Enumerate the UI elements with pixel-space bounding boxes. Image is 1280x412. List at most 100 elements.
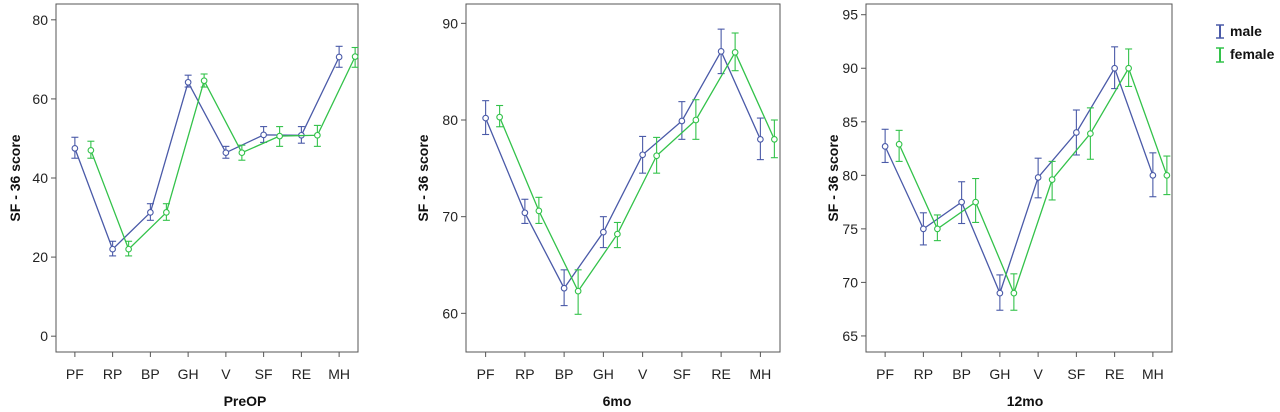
x-tick-label: RP <box>914 366 933 382</box>
series-female <box>496 32 778 315</box>
y-tick-label: 80 <box>442 112 458 128</box>
data-point-female <box>238 149 246 157</box>
x-tick-label: SF <box>1067 366 1085 382</box>
x-tick-label: V <box>1033 366 1043 382</box>
x-tick-label: MH <box>1142 366 1164 382</box>
y-tick-label: 70 <box>442 209 458 225</box>
series-female <box>895 48 1171 311</box>
y-tick-label: 75 <box>842 221 858 237</box>
y-tick-label: 95 <box>842 7 858 23</box>
chart-panel-12mo: 65 70 75 80 85 90 95 PF RP BP GH V SF RE MH 12mo SF - 36… <box>825 3 1173 409</box>
series-male <box>71 45 343 257</box>
data-point-male <box>958 198 965 206</box>
data-point-male <box>1073 129 1080 136</box>
y-axis-title: SF - 36 score <box>7 134 23 221</box>
data-point-female <box>895 140 903 148</box>
data-point-female <box>731 48 739 56</box>
y-tick-label: 80 <box>32 12 48 28</box>
data-point-female <box>535 207 543 215</box>
data-point-female <box>934 225 941 233</box>
data-point-male <box>482 114 489 122</box>
data-point-male <box>1149 171 1157 179</box>
y-tick-label: 70 <box>842 274 858 290</box>
data-point-male <box>260 131 267 139</box>
data-point-male <box>222 149 230 157</box>
data-point-male <box>717 48 725 55</box>
x-axis-title: 12mo <box>1007 393 1044 409</box>
data-point-female <box>314 131 321 139</box>
y-tick-label: 65 <box>842 328 858 344</box>
data-point-female <box>1048 176 1056 183</box>
data-point-male <box>184 78 192 86</box>
y-axis-title: SF - 36 score <box>825 134 841 221</box>
x-tick-label: RE <box>1105 366 1124 382</box>
series-line-female <box>499 50 775 293</box>
data-point-female <box>1125 64 1132 72</box>
series-female <box>87 46 359 257</box>
data-point-male <box>335 53 343 61</box>
data-point-female <box>125 245 132 253</box>
data-point-male <box>147 209 154 216</box>
y-tick-label: 60 <box>442 305 458 321</box>
x-tick-label: MH <box>328 366 350 382</box>
data-point-female <box>351 53 359 60</box>
chart-panel-6mo: 60 70 80 90 PF RP BP GH V SF RE MH 6mo SF - 36 score <box>415 3 781 409</box>
x-tick-label: GH <box>989 366 1010 382</box>
data-point-female <box>200 77 208 85</box>
y-tick-label: 90 <box>842 60 858 76</box>
x-tick-label: PF <box>876 366 894 382</box>
data-point-female <box>496 113 503 121</box>
y-tick-label: 40 <box>32 170 48 186</box>
legend-label-male: male <box>1230 23 1262 39</box>
x-tick-label: RP <box>515 366 534 382</box>
y-tick-label: 20 <box>32 249 48 265</box>
data-point-male <box>757 135 764 143</box>
data-point-female <box>1087 130 1094 137</box>
plot-frame <box>865 3 1173 353</box>
x-tick-label: GH <box>593 366 614 382</box>
data-point-female <box>653 152 660 160</box>
x-tick-label: PF <box>477 366 495 382</box>
data-point-female <box>163 209 170 216</box>
legend: male female <box>1216 23 1275 63</box>
series-line-male <box>485 49 761 290</box>
x-tick-label: BP <box>141 366 160 382</box>
legend-label-female: female <box>1230 46 1275 62</box>
x-tick-label: MH <box>749 366 771 382</box>
series-male <box>881 46 1157 311</box>
x-axis-title: 6mo <box>603 393 632 409</box>
x-tick-label: V <box>638 366 648 382</box>
y-tick-label: 60 <box>32 91 48 107</box>
legend-entry-male: male <box>1216 23 1262 39</box>
y-tick-label: 0 <box>40 328 48 344</box>
y-tick-label: 80 <box>842 167 858 183</box>
data-point-male <box>920 225 927 233</box>
data-point-male <box>560 284 568 292</box>
data-point-female <box>614 230 621 238</box>
series-line-female <box>898 66 1168 295</box>
series-line-female <box>90 56 356 251</box>
legend-entry-female: female <box>1216 46 1275 63</box>
data-point-male <box>109 245 116 253</box>
data-point-male <box>71 144 79 152</box>
data-point-female <box>574 287 582 295</box>
data-point-female <box>276 132 283 140</box>
data-point-male <box>600 228 607 236</box>
data-point-male <box>996 289 1004 297</box>
plot-frame <box>465 3 781 353</box>
series-male <box>482 28 764 307</box>
x-tick-label: V <box>221 366 231 382</box>
data-point-female <box>1010 289 1018 297</box>
y-tick-label: 90 <box>442 15 458 31</box>
x-tick-label: PF <box>66 366 84 382</box>
data-point-female <box>1163 171 1171 179</box>
data-point-female <box>771 135 778 143</box>
x-tick-label: RP <box>103 366 122 382</box>
x-tick-label: BP <box>952 366 971 382</box>
data-point-male <box>881 143 889 150</box>
data-point-male <box>521 209 529 217</box>
x-tick-label: SF <box>673 366 691 382</box>
data-point-female <box>87 146 95 154</box>
data-point-female <box>692 116 700 124</box>
